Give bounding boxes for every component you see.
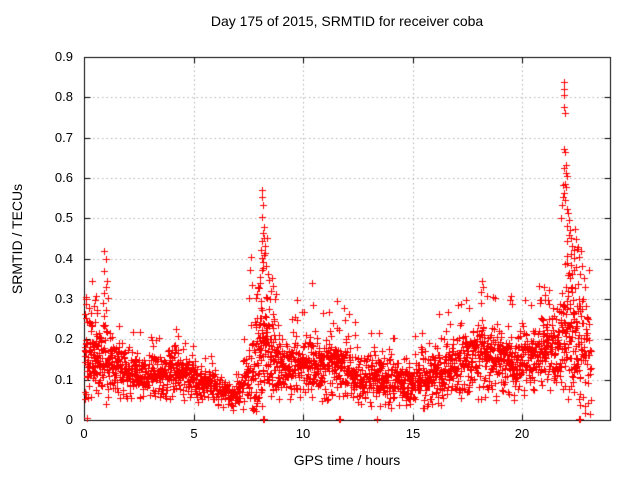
y-axis-label: SRMTID / TECUs <box>9 183 25 295</box>
y-tick-label: 0.9 <box>54 49 73 64</box>
x-tick-label: 20 <box>514 426 530 441</box>
y-tick-label: 0.3 <box>54 291 73 306</box>
x-axis-label: GPS time / hours <box>293 452 401 468</box>
y-tick-label: 0.7 <box>54 130 73 145</box>
y-tick-label: 0.6 <box>54 170 73 185</box>
chart-title: Day 175 of 2015, SRMTID for receiver cob… <box>210 13 484 29</box>
x-tick-label: 15 <box>405 426 421 441</box>
y-tick-label: 0.4 <box>54 251 73 266</box>
y-tick-label: 0.5 <box>54 210 73 225</box>
y-tick-label: 0.1 <box>54 372 73 387</box>
y-tick-label: 0.8 <box>54 89 73 104</box>
x-tick-label: 0 <box>80 426 88 441</box>
x-tick-label: 5 <box>190 426 198 441</box>
y-tick-label: 0.2 <box>54 331 73 346</box>
y-tick-label: 0 <box>65 412 73 427</box>
x-tick-label: 10 <box>295 426 311 441</box>
